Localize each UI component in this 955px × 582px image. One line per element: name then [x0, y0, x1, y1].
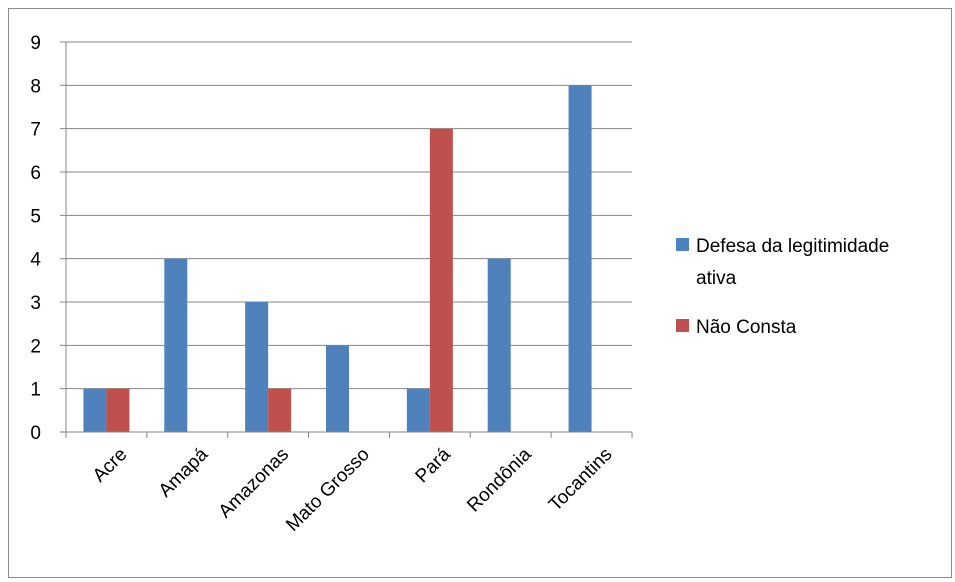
- y-tick-label: 1: [30, 380, 41, 401]
- y-tick-label: 6: [30, 163, 41, 184]
- bar-rondônia-series-1: [487, 258, 511, 432]
- bar-pará-series-2: [429, 128, 453, 432]
- x-category-label: Mato Grosso: [282, 444, 374, 536]
- x-category-label: Pará: [412, 444, 456, 488]
- bar-tocantins-series-1: [568, 85, 592, 432]
- gridlines: [66, 41, 632, 390]
- y-tick-label: 7: [30, 120, 41, 141]
- bar-amazonas-series-1: [245, 302, 269, 432]
- y-tick-label: 4: [30, 250, 41, 271]
- bar-acre-series-2: [106, 388, 130, 432]
- y-tick-label: 0: [30, 423, 41, 444]
- x-category-label: Amapá: [155, 444, 213, 502]
- legend-label: Não Consta: [696, 317, 797, 338]
- bar-mato-grosso-series-1: [326, 345, 349, 432]
- y-tick-label: 8: [30, 76, 41, 97]
- y-axis-ticks: 0 1 2 3 4 5 6 7 8 9: [30, 33, 41, 444]
- legend-label: Defesa da legitimidade: [696, 236, 889, 257]
- axes: [60, 41, 633, 438]
- legend-swatch: [676, 319, 689, 332]
- y-tick-label: 2: [30, 336, 41, 357]
- bars: [83, 85, 592, 432]
- bar-amapá-series-1: [164, 258, 188, 432]
- y-tick-label: 9: [30, 33, 41, 54]
- y-tick-label: 5: [30, 206, 41, 227]
- legend-swatch: [676, 238, 689, 251]
- bar-amazonas-series-2: [268, 388, 292, 432]
- bar-acre-series-1: [83, 388, 107, 432]
- x-category-label: Acre: [89, 444, 131, 486]
- x-category-label: Tocantins: [545, 444, 617, 516]
- y-tick-label: 3: [30, 293, 41, 314]
- x-category-label: Rondônia: [463, 444, 536, 517]
- legend-label: ativa: [696, 268, 737, 289]
- x-category-label: Amazonas: [215, 444, 293, 522]
- bar-pará-series-1: [406, 388, 430, 432]
- legend: Defesa da legitimidade ativa Não Consta: [676, 236, 889, 338]
